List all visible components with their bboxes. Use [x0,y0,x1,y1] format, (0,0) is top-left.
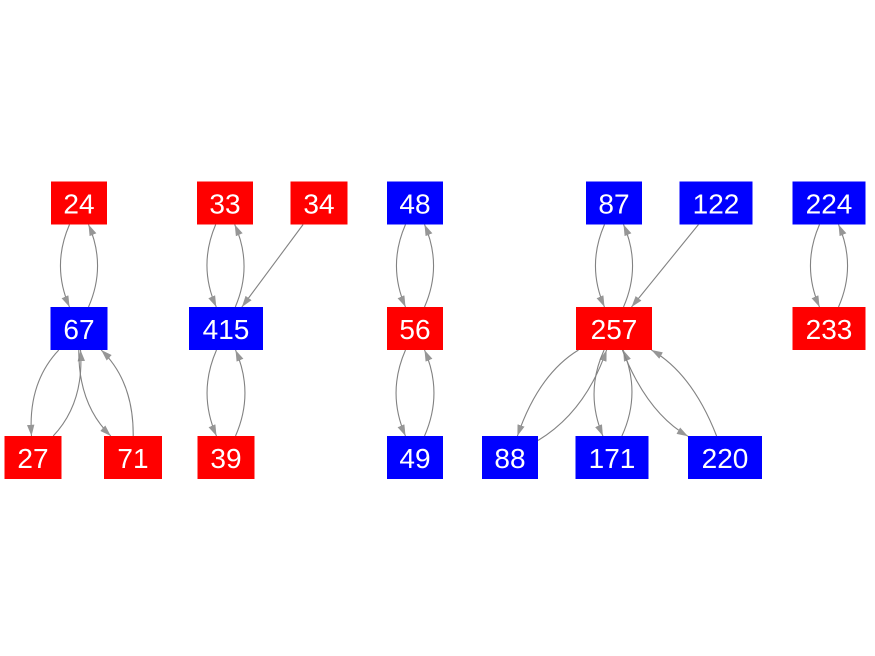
node-label-233: 233 [806,314,853,345]
node-label-71: 71 [117,443,148,474]
graph-node-34: 34 [290,181,348,225]
node-label-39: 39 [210,443,241,474]
node-rect-233 [792,307,866,350]
graph-node-220: 220 [688,436,762,479]
graph-node-224: 224 [792,181,866,225]
graph-node-88: 88 [482,436,538,479]
edge-171-to-257 [621,349,633,437]
edge-56-to-49 [395,349,407,437]
edge-220-to-257 [651,349,718,437]
node-label-220: 220 [702,443,749,474]
node-rect-56 [387,307,443,350]
node-rect-49 [387,436,443,479]
edge-122-to-257 [631,224,699,308]
node-rect-33 [197,181,253,225]
edge-257-to-88 [516,349,579,437]
node-label-88: 88 [494,443,525,474]
edge-87-to-257 [594,224,606,308]
node-label-257: 257 [591,314,638,345]
node-rect-87 [586,181,642,225]
graph-node-56: 56 [387,307,443,350]
edge-257-to-87 [622,224,634,308]
node-label-34: 34 [303,189,334,220]
node-rect-67 [50,307,108,350]
edge-415-to-39 [206,349,218,437]
node-label-87: 87 [598,189,629,220]
edge-24-to-67 [59,224,71,308]
node-label-24: 24 [63,189,94,220]
graph-node-24: 24 [51,181,107,225]
graph-node-71: 71 [104,436,162,479]
graph-node-48: 48 [387,181,443,225]
edge-257-to-220 [621,349,689,437]
node-rect-39 [197,436,255,479]
edge-56-to-48 [423,224,435,308]
edge-67-to-71 [78,349,112,437]
graph-node-27: 27 [4,436,62,479]
graph-node-39: 39 [197,436,255,479]
node-label-49: 49 [399,443,430,474]
edge-71-to-67 [100,349,134,437]
node-rect-88 [482,436,538,479]
edge-88-to-257 [537,349,608,441]
node-rect-171 [575,436,649,479]
node-label-56: 56 [399,314,430,345]
node-rect-34 [290,181,348,225]
node-rect-224 [792,181,866,225]
edge-67-to-24 [87,224,99,308]
node-rect-122 [679,181,753,225]
graph-node-49: 49 [387,436,443,479]
node-rect-24 [51,181,107,225]
edge-233-to-224 [837,224,849,308]
node-rect-415 [189,307,263,350]
node-label-122: 122 [693,189,740,220]
edge-67-to-27 [27,349,60,437]
edge-39-to-415 [234,349,246,437]
graph-node-233: 233 [792,307,866,350]
graph-node-87: 87 [586,181,642,225]
node-label-27: 27 [17,443,48,474]
edge-34-to-415 [241,224,304,308]
graph-node-415: 415 [189,307,263,350]
edge-224-to-233 [809,224,821,308]
graph-node-122: 122 [679,181,753,225]
edge-33-to-415 [206,224,217,308]
node-label-171: 171 [589,443,636,474]
node-rect-71 [104,436,162,479]
node-label-415: 415 [203,314,250,345]
node-rect-27 [4,436,62,479]
node-label-48: 48 [399,189,430,220]
node-label-224: 224 [806,189,853,220]
edge-27-to-67 [52,349,85,437]
node-rect-48 [387,181,443,225]
node-label-33: 33 [209,189,240,220]
node-rect-220 [688,436,762,479]
edge-415-to-33 [234,224,245,308]
node-label-67: 67 [63,314,94,345]
graph-node-171: 171 [575,436,649,479]
graph-node-67: 67 [50,307,108,350]
graph-node-33: 33 [197,181,253,225]
edge-48-to-56 [395,224,407,308]
edge-49-to-56 [423,349,435,437]
node-rect-257 [576,307,652,350]
graph-node-257: 257 [576,307,652,350]
edge-257-to-171 [593,349,605,437]
